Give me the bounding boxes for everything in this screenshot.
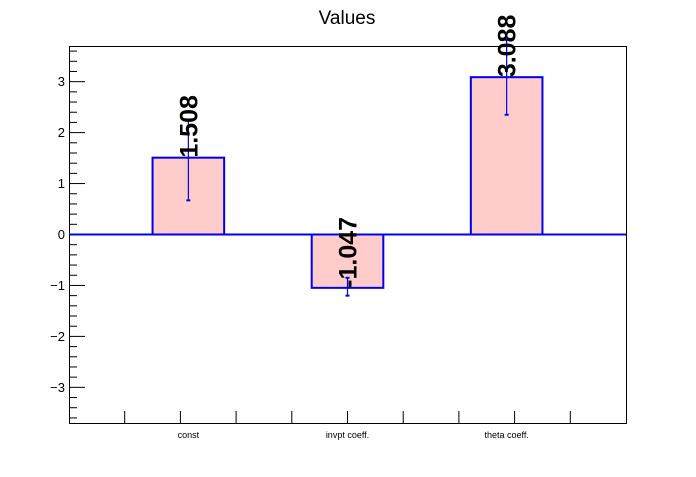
chart-title: Values — [319, 8, 376, 29]
y-tick-label: 2 — [58, 125, 65, 140]
y-tick-label: 3 — [58, 74, 65, 89]
y-tick-label: 1 — [58, 176, 65, 191]
y-tick-label: −2 — [50, 329, 65, 344]
x-category-label: invpt coeff. — [326, 430, 369, 440]
data-label: 1.508 — [175, 95, 203, 158]
y-tick-label: 0 — [58, 227, 65, 242]
x-category-label: const — [178, 430, 200, 440]
y-axis: −3 −2 −1 0 1 2 3 — [50, 50, 85, 419]
data-labels: 1.508 -1.047 3.088 — [175, 15, 521, 288]
x-axis: const invpt coeff. theta coeff. — [124, 411, 571, 440]
x-category-label: theta coeff. — [484, 430, 528, 440]
data-label: -1.047 — [335, 217, 363, 288]
y-tick-label: −1 — [50, 278, 65, 293]
data-label: 3.088 — [494, 15, 522, 78]
error-bars — [186, 38, 509, 297]
y-tick-label: −3 — [50, 380, 65, 395]
